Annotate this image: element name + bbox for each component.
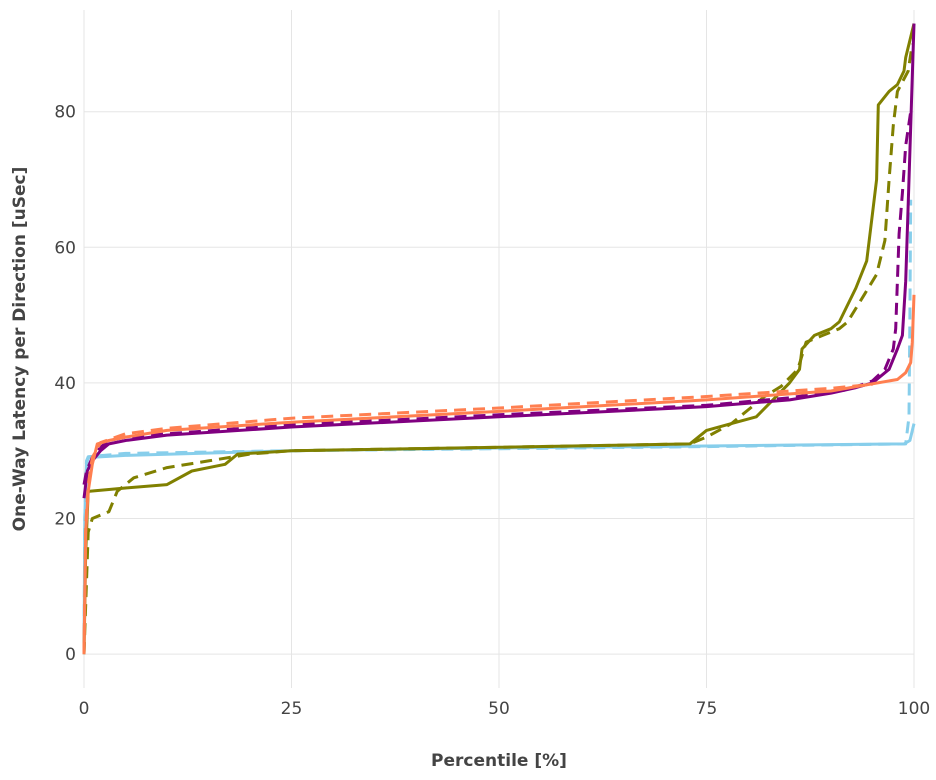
x-axis-title: Percentile [%] (431, 751, 567, 771)
series-line-4 (82, 43, 914, 655)
x-tick-label: 25 (281, 699, 303, 719)
y-tick-label: 60 (54, 238, 76, 258)
x-tick-label: 100 (898, 699, 930, 719)
series-line-3 (82, 23, 916, 655)
x-tick-label: 75 (696, 699, 718, 719)
y-axis-title: One-Way Latency per Direction [uSec] (10, 167, 30, 532)
grid-lines (83, 10, 915, 688)
x-tick-label: 0 (79, 699, 90, 719)
y-tick-label: 40 (54, 374, 76, 394)
series-group (82, 23, 916, 655)
y-tick-label: 20 (54, 510, 76, 530)
y-tick-label: 0 (65, 645, 76, 665)
series-line-8 (82, 382, 873, 655)
x-tick-label: 50 (488, 699, 510, 719)
tick-labels: 0 25 50 75 100 0 20 40 60 80 (54, 103, 930, 719)
y-tick-label: 80 (54, 103, 76, 123)
series-line-6 (82, 111, 913, 485)
